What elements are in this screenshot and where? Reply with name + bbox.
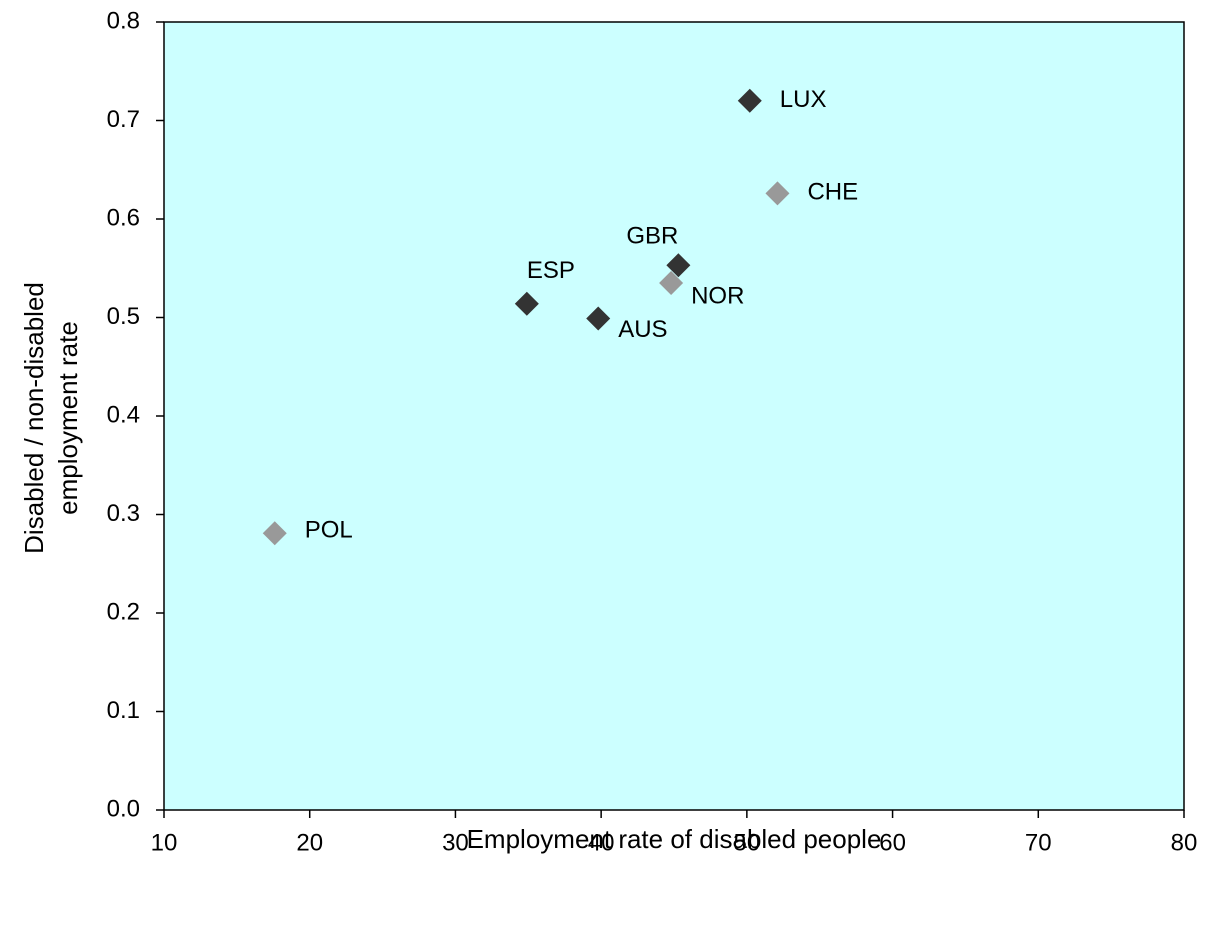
point-label-pol: POL: [305, 517, 353, 544]
point-pol: [262, 521, 287, 546]
y-tick-label: 0.3: [107, 500, 140, 527]
y-tick-label: 0.5: [107, 303, 140, 330]
y-axis: 0.0 0.1 0.2 0.3 0.4 0.5 0.6 0.7 0.8: [107, 7, 164, 822]
y-tick-label: 0.8: [107, 7, 140, 34]
plot-area: [163, 21, 1185, 811]
point-label-nor: NOR: [691, 282, 744, 309]
y-axis-title-line2: employment rate: [53, 321, 83, 515]
x-tick-label: 10: [151, 829, 178, 856]
point-aus: [586, 306, 611, 331]
x-tick-label: 70: [1025, 829, 1052, 856]
point-lux: [737, 88, 762, 113]
x-tick-label: 80: [1171, 829, 1198, 856]
point-label-esp: ESP: [527, 257, 575, 284]
point-label-gbr: GBR: [626, 223, 678, 250]
point-label-che: CHE: [807, 179, 858, 206]
point-gbr: [666, 253, 691, 278]
y-tick-label: 0.7: [107, 106, 140, 133]
x-tick-label: 50: [734, 829, 761, 856]
point-che: [765, 181, 790, 206]
point-label-lux: LUX: [780, 86, 827, 113]
y-tick-label: 0.4: [107, 401, 140, 428]
y-axis-title: Disabled / non-disabled: [19, 282, 49, 554]
y-tick-label: 0.6: [107, 204, 140, 231]
x-axis: 10 20 30 40 50 60 70 80: [151, 810, 1198, 856]
y-tick-label: 0.2: [107, 598, 140, 625]
point-nor: [659, 271, 684, 296]
x-tick-label: 40: [588, 829, 615, 856]
data-points: LUX CHE GBR NOR ESP AUS POL: [262, 86, 858, 546]
y-tick-label: 0.1: [107, 697, 140, 724]
x-tick-label: 30: [442, 829, 469, 856]
point-esp: [514, 291, 539, 316]
x-tick-label: 20: [296, 829, 323, 856]
y-tick-label: 0.0: [107, 795, 140, 822]
x-axis-title: Employment rate of disabled people: [467, 824, 882, 854]
point-label-aus: AUS: [618, 316, 667, 343]
x-tick-label: 60: [879, 829, 906, 856]
